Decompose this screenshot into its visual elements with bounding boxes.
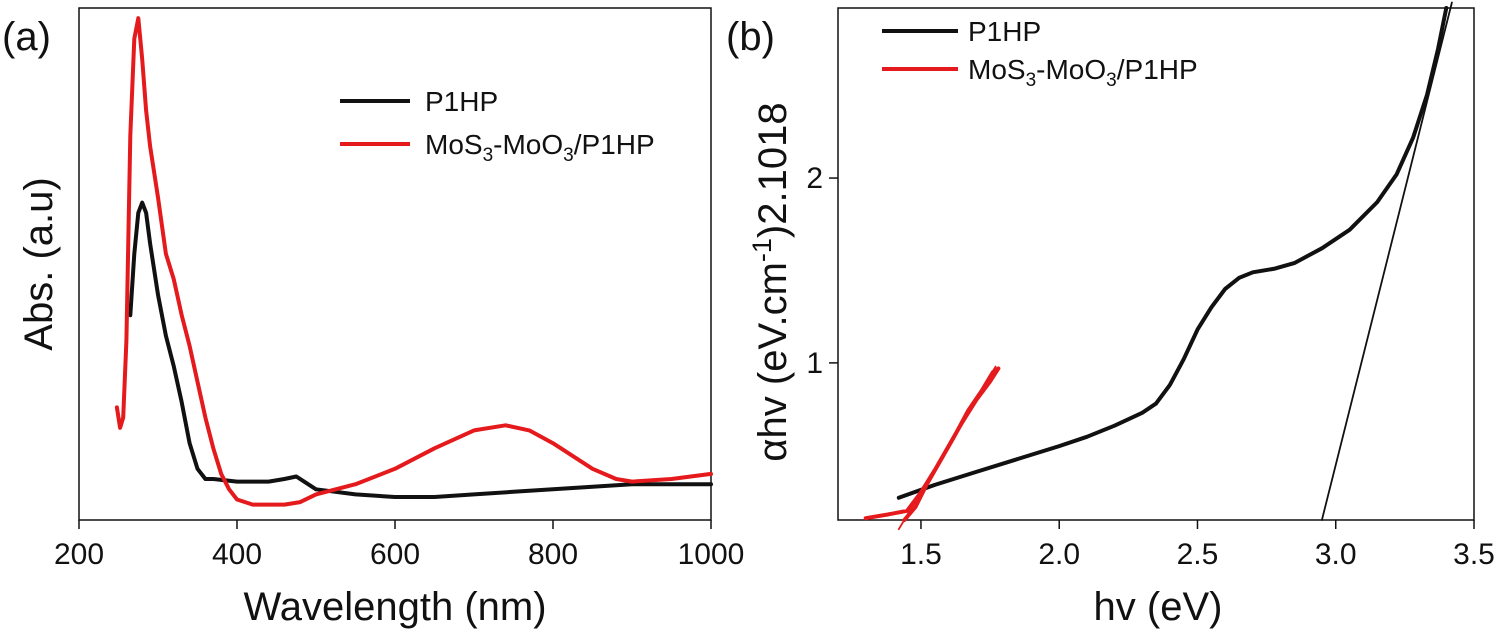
x-tick-label: 3.5 xyxy=(1453,538,1495,571)
series-line-p1hp xyxy=(128,200,713,499)
panel-b-x-axis-title: hv (eV) xyxy=(1094,585,1223,629)
x-tick-label: 600 xyxy=(370,538,420,571)
panel-b-legend: P1HP MoS3-MoO3/P1HP xyxy=(882,16,1198,91)
x-tick-label: 800 xyxy=(528,538,578,571)
panel-a-legend: P1HP MoS3-MoO3/P1HP xyxy=(340,86,655,166)
y-tick-label: 2 xyxy=(806,162,823,195)
legend-a-label-p1hp: P1HP xyxy=(425,86,498,117)
legend-a-label-composite: MoS3-MoO3/P1HP xyxy=(425,129,655,166)
panel-b-y-axis-title: αhv (eV.cm-1)2.1018 xyxy=(747,102,795,461)
series-line-p1hp xyxy=(896,6,1449,500)
x-tick-label: 200 xyxy=(54,538,104,571)
panel-b-frame xyxy=(837,7,1475,521)
x-tick-label: 400 xyxy=(212,538,262,571)
x-tick-label: 2.5 xyxy=(1177,538,1219,571)
y-tick-label: 1 xyxy=(806,347,823,380)
series-line-mos3-moo3-p1hp xyxy=(114,16,713,507)
panel-a-y-axis-title: Abs. (a.u) xyxy=(17,177,61,350)
panel-b-y-axis: 12 xyxy=(806,162,838,380)
legend-b-label-composite: MoS3-MoO3/P1HP xyxy=(968,54,1198,91)
legend-b-label-p1hp: P1HP xyxy=(968,16,1041,47)
panel-a-plot-area xyxy=(114,16,713,507)
panel-b-plot-area xyxy=(863,1,1453,531)
x-tick-label: 2.0 xyxy=(1038,538,1080,571)
panel-b-x-axis: 1.5 2.0 2.5 3.0 3.5 xyxy=(900,520,1495,571)
x-tick-label: 3.0 xyxy=(1315,538,1357,571)
panel-a-label: (a) xyxy=(2,15,51,59)
x-tick-label: 1.5 xyxy=(900,538,942,571)
x-tick-label: 1000 xyxy=(678,538,745,571)
panel-a: (a) 200 400 600 800 1000 Wavelength (nm) Abs… xyxy=(2,7,744,629)
series-line-fit-red xyxy=(897,365,997,531)
panel-b-label: (b) xyxy=(726,15,775,59)
panel-b: (b) 1.5 2.0 2.5 3.0 3.5 12 hv (eV) αhv (eV.c… xyxy=(726,1,1495,629)
series-line-mos3-moo3-p1hp xyxy=(863,366,1001,522)
panel-a-x-axis-title: Wavelength (nm) xyxy=(243,585,546,629)
series-line-fit-black xyxy=(1321,1,1453,521)
panel-a-x-axis: 200 400 600 800 1000 xyxy=(54,520,744,571)
panel-a-frame xyxy=(78,7,712,521)
